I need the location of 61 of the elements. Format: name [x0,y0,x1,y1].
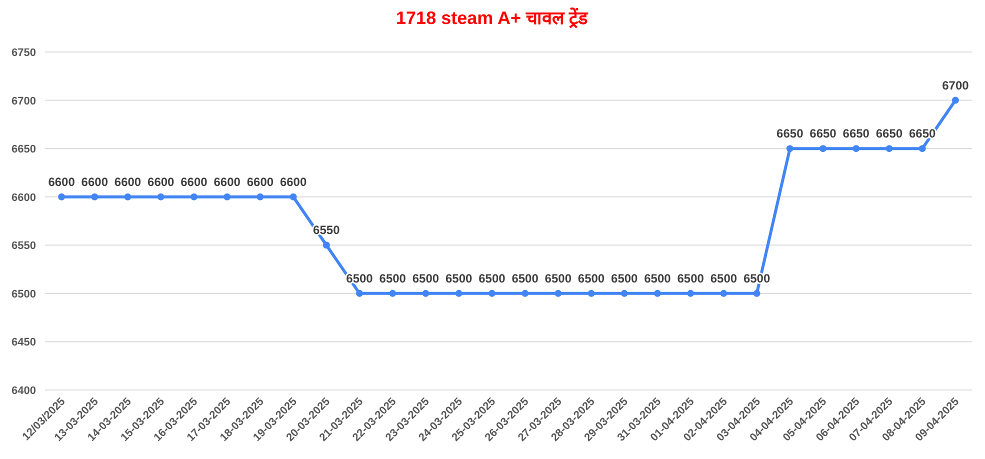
point [522,290,529,297]
y-tick-label: 6700 [12,95,36,108]
y-tick-label: 6550 [12,240,36,252]
data-label: 6650 [810,126,837,141]
point [290,193,297,200]
point [852,145,860,152]
data-label: 6600 [214,174,241,189]
point [356,290,364,297]
point [488,290,496,297]
data-label: 6700 [942,78,970,92]
y-tick-label: 6400 [12,385,36,397]
point [918,145,926,152]
data-label: 6600 [246,174,274,189]
data-label: 6500 [445,271,473,286]
y-tick-label: 6750 [12,47,36,59]
data-label: 6500 [611,271,638,286]
point [588,290,595,297]
point [654,290,661,297]
data-label: 6600 [48,174,76,189]
data-label: 6600 [280,174,307,189]
point [224,193,231,200]
data-label: 6500 [512,271,539,286]
data-label: 6600 [180,174,208,189]
point [720,290,728,297]
data-label: 6500 [710,271,738,286]
data-label: 6650 [842,126,870,141]
point [157,193,164,200]
point [620,290,628,297]
point [91,193,98,200]
point [554,290,562,297]
point [322,242,330,249]
data-label: 6650 [776,126,804,141]
point [256,193,264,200]
data-label: 6600 [148,174,175,189]
point [687,290,694,297]
point [886,145,893,152]
y-tick-label: 6650 [12,144,36,156]
data-label: 6500 [677,271,704,286]
data-label: 6500 [379,271,406,286]
data-label: 6600 [81,174,108,189]
point [190,193,198,200]
point [820,145,827,152]
data-label: 6500 [478,271,506,286]
y-tick-label: 6600 [12,192,36,204]
point [753,290,760,297]
y-tick-label: 6450 [12,336,36,349]
point [952,96,959,104]
data-label: 6500 [412,271,440,286]
data-label: 6650 [876,126,903,141]
point [389,290,396,297]
data-label: 6500 [544,271,572,286]
point [124,193,132,200]
data-label: 6600 [114,174,142,189]
data-label: 6500 [578,271,605,286]
y-tick-label: 6500 [12,288,36,300]
data-label: 6500 [644,271,672,286]
point [422,290,430,297]
chart-title: 1718 steam A+ चावल ट्रेंड [396,7,589,29]
point [455,290,462,297]
point [58,193,66,200]
point [786,145,794,152]
